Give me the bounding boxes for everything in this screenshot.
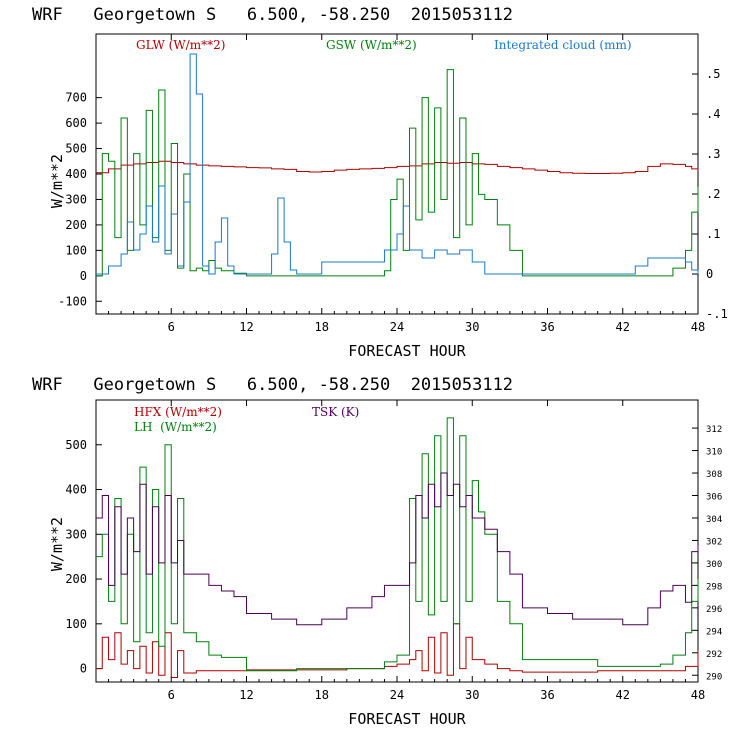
- panel-2-series: [96, 417, 699, 679]
- y2-tick-label: .1: [706, 227, 720, 241]
- series-line-gsw: [96, 69, 699, 277]
- panel-2-x-axis-title: FORECAST HOUR: [348, 710, 466, 728]
- panel-2-y-axis: 0 100 200 300 400 500: [65, 438, 102, 676]
- y2-tick-label: 294: [706, 627, 722, 637]
- y2-tick-label: 0: [706, 267, 713, 281]
- y2-tick-label: 308: [706, 470, 722, 480]
- x-tick-label: 18: [315, 320, 329, 334]
- panel-1-x-axis-title: FORECAST HOUR: [348, 342, 466, 360]
- panel-2-y-axis-title: W/m**2: [48, 517, 66, 571]
- y2-tick-label: 290: [706, 672, 722, 682]
- y-tick-label: 0: [80, 662, 87, 676]
- panel-1-legend-cloud: Integrated cloud (mm): [494, 38, 632, 52]
- x-tick-label: 30: [465, 688, 479, 702]
- y2-tick-label: 292: [706, 650, 722, 660]
- panel-1-y2-axis: -.1 0 .1 .2 .3 .4 .5: [692, 67, 728, 321]
- y2-tick-label: .3: [706, 147, 720, 161]
- y-tick-label: 300: [65, 527, 87, 541]
- y2-tick-label: 310: [706, 448, 722, 458]
- panel-2-y2-axis: 290 292 294 296 298 300 302 304 306 308 310 312: [692, 425, 722, 682]
- x-tick-label: 36: [540, 320, 554, 334]
- panel-1-x-axis: 6 12 18 24 30 36 42 48: [108, 34, 705, 334]
- x-tick-label: 42: [616, 320, 630, 334]
- y-tick-label: 0: [80, 269, 87, 283]
- y2-tick-label: -.1: [706, 307, 728, 321]
- x-tick-label: 6: [168, 688, 175, 702]
- series-line-hfx: [96, 623, 699, 679]
- y-tick-label: 500: [65, 142, 87, 156]
- x-tick-label: 12: [239, 320, 253, 334]
- y2-tick-label: 304: [706, 515, 722, 525]
- x-tick-label: 30: [465, 320, 479, 334]
- y-tick-label: -100: [58, 294, 87, 308]
- series-line-tsk: [96, 472, 699, 626]
- y2-tick-label: 298: [706, 582, 722, 592]
- y2-tick-label: 302: [706, 537, 722, 547]
- x-tick-label: 6: [168, 320, 175, 334]
- x-tick-label: 18: [315, 688, 329, 702]
- panel-1-legend-glw: GLW (W/m**2): [136, 38, 225, 52]
- y2-tick-label: .2: [706, 187, 720, 201]
- series-line-integrated: [96, 53, 699, 275]
- y-tick-label: 500: [65, 438, 87, 452]
- y2-tick-label: .5: [706, 67, 720, 81]
- panel-1-y-axis: -100 0 100 200 300 400 500 600 700: [58, 91, 102, 308]
- y2-tick-label: .4: [706, 107, 720, 121]
- y-tick-label: 400: [65, 167, 87, 181]
- y-tick-label: 100: [65, 243, 87, 257]
- x-tick-label: 12: [239, 688, 253, 702]
- panel-1-series: [96, 53, 699, 277]
- series-line-lh: [96, 417, 699, 672]
- x-tick-label: 24: [390, 688, 404, 702]
- panel-2-x-axis: 6 12 18 24 30 36 42 48: [108, 400, 705, 702]
- y2-tick-label: 306: [706, 492, 722, 502]
- y-tick-label: 600: [65, 116, 87, 130]
- panel-2-legend-tsk: TSK (K): [312, 405, 359, 419]
- y2-tick-label: 296: [706, 605, 722, 615]
- x-tick-label: 48: [691, 688, 705, 702]
- panel-top: WRF Georgetown S 6.500, -58.250 20150531…: [32, 5, 728, 360]
- y-tick-label: 100: [65, 617, 87, 631]
- panel-2-legend-lh: LH (W/m**2): [134, 420, 217, 434]
- panel-1-title: WRF Georgetown S 6.500, -58.250 20150531…: [32, 5, 513, 25]
- y-tick-label: 200: [65, 218, 87, 232]
- y2-tick-label: 312: [706, 425, 722, 435]
- series-line-glw: [96, 160, 699, 174]
- x-tick-label: 24: [390, 320, 404, 334]
- y-tick-label: 400: [65, 483, 87, 497]
- panel-bottom: WRF Georgetown S 6.500, -58.250 20150531…: [32, 375, 722, 728]
- x-tick-label: 36: [540, 688, 554, 702]
- y-tick-label: 700: [65, 91, 87, 105]
- panel-1-y-axis-title: W/m**2: [48, 154, 66, 208]
- x-tick-label: 48: [691, 320, 705, 334]
- panel-1-legend-gsw: GSW (W/m**2): [326, 38, 417, 52]
- y-tick-label: 300: [65, 192, 87, 206]
- y2-tick-label: 300: [706, 560, 722, 570]
- y-tick-label: 200: [65, 572, 87, 586]
- panel-2-plot-frame: [95, 399, 699, 683]
- x-tick-label: 42: [616, 688, 630, 702]
- panel-2-legend-hfx: HFX (W/m**2): [134, 405, 222, 419]
- panel-2-title: WRF Georgetown S 6.500, -58.250 20150531…: [32, 375, 513, 395]
